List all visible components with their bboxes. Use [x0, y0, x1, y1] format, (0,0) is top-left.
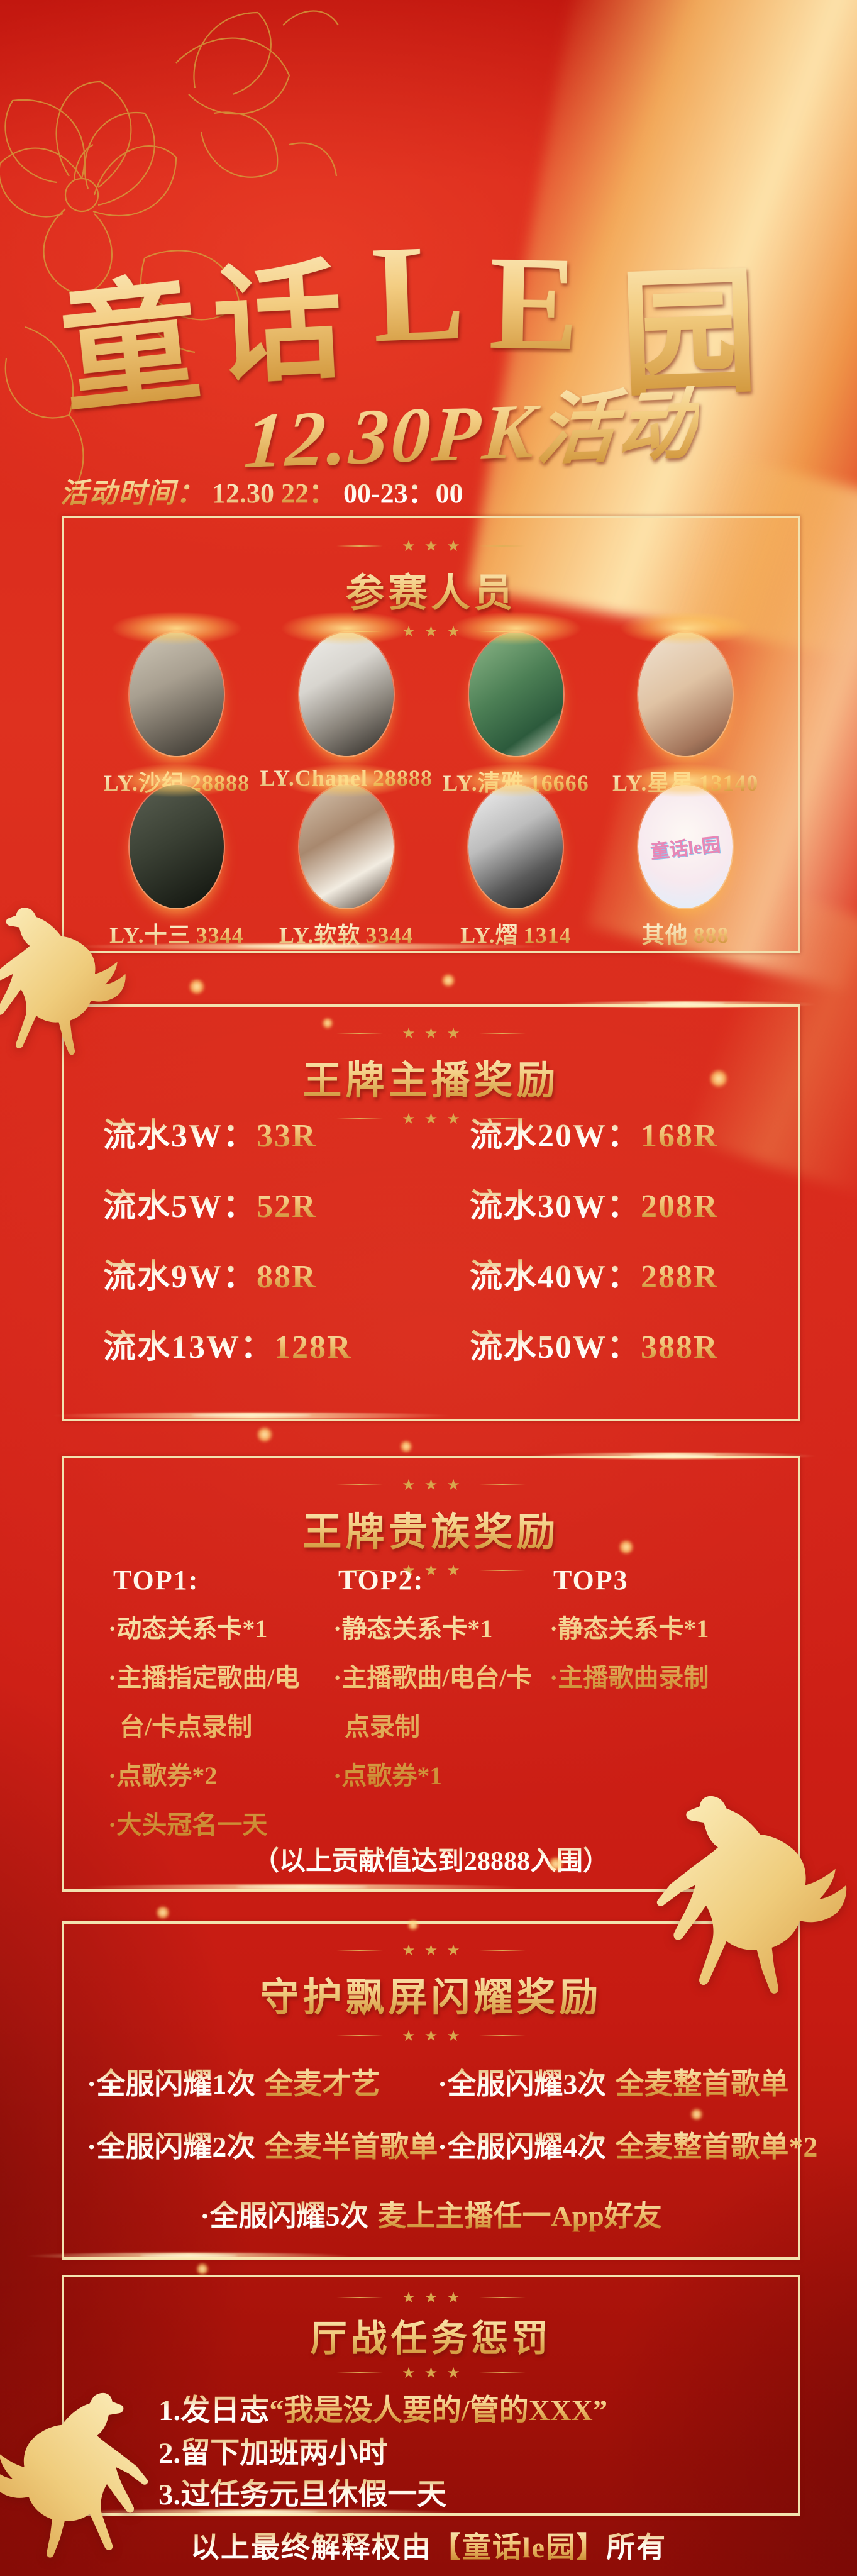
star-divider: ★★★: [336, 2364, 526, 2382]
star-divider: ★★★: [336, 2289, 526, 2306]
avatar-glow: [280, 763, 412, 797]
reward-row: 流水13W：128R: [103, 1330, 352, 1365]
participants-section: ★★★ 参赛人员 ★★★ LY.沙纪28888 LY.Chanel28888 L…: [62, 516, 800, 953]
star-divider: ★★★: [336, 1562, 526, 1579]
schedule-time-range: 00-23：00: [343, 478, 463, 509]
participant-avatar: [299, 633, 394, 756]
sparkle: [322, 1018, 333, 1029]
main-title-char: E: [488, 226, 580, 382]
light-flare: [528, 1453, 817, 1459]
participant-card: LY.熠 1314: [431, 763, 601, 950]
top3-header: TOP3: [553, 1565, 629, 1596]
gold-horse-icon: [0, 2392, 148, 2558]
light-flare: [50, 1413, 453, 1419]
reward-row: 流水30W：208R: [470, 1189, 719, 1224]
participant-avatar: [468, 633, 563, 756]
section-title-streamer-rewards: 王牌主播奖励: [302, 1048, 559, 1105]
avatar-glow: [619, 763, 752, 797]
footer-disclaimer: 以上最终解释权由【童话le园】所有: [190, 2531, 667, 2563]
punishment-item: 1.发日志“我是没人要的/管的XXX”: [158, 2394, 608, 2427]
main-title-char: L: [370, 213, 467, 375]
reward-row: 流水3W：33R: [103, 1118, 317, 1154]
reward-row: 流水40W：288R: [470, 1259, 719, 1295]
reward-row: 流水20W：168R: [470, 1118, 719, 1154]
participant-avatar: [299, 785, 394, 908]
avatar-glow: [110, 611, 243, 645]
sparkle: [400, 1440, 412, 1453]
avatar-glow: [450, 763, 582, 797]
shine-reward-item: ·全服闪耀1次 全麦才艺: [87, 2068, 380, 2100]
star-divider: ★★★: [336, 1110, 526, 1128]
reward-row: 流水9W：88R: [103, 1259, 317, 1295]
shine-reward-item: ·全服闪耀5次 麦上主播任一App好友: [200, 2200, 662, 2232]
sparkle: [690, 2108, 703, 2121]
reward-row: 流水5W：52R: [103, 1189, 317, 1224]
punishment-item: 2.留下加班两小时: [158, 2437, 388, 2470]
schedule-hour: 22：: [281, 478, 336, 509]
peony-flower-line-art: [0, 10, 339, 497]
sparkle: [548, 1857, 563, 1872]
participant-avatar: [638, 633, 733, 756]
section-title-noble-rewards: 王牌贵族奖励: [302, 1500, 559, 1557]
shine-reward-item: ·全服闪耀4次 全麦整首歌单*2: [438, 2131, 818, 2163]
star-divider: ★★★: [336, 1941, 526, 1959]
light-flare: [69, 943, 547, 950]
main-title-char: 童: [50, 227, 207, 439]
light-flare: [25, 2253, 352, 2259]
schedule-label: 活动时间：: [60, 478, 205, 509]
star-divider: ★★★: [336, 1476, 526, 1494]
light-flare: [82, 1884, 522, 1890]
section-title-participants: 参赛人员: [345, 561, 516, 618]
avatar-glow: [450, 611, 582, 645]
avatar-glow: [619, 611, 752, 645]
sparkle: [407, 1919, 419, 1931]
shine-rewards-section: ★★★ 守护飘屏闪耀奖励 ★★★ ·全服闪耀1次 全麦才艺 ·全服闪耀3次 全麦整首…: [62, 1921, 817, 2260]
avatar-glow: [110, 763, 243, 797]
hall-logo-avatar: 童话le园: [638, 785, 733, 908]
top3-reward-list: ·静态关系卡*1 ·主播歌曲录制: [550, 1604, 709, 1702]
star-divider: ★★★: [336, 2027, 526, 2045]
schedule-date: 12.30: [212, 478, 281, 509]
light-flare: [57, 2509, 459, 2516]
sparkle: [441, 974, 455, 987]
section-title-shine-rewards: 守护飘屏闪耀奖励: [260, 1965, 602, 2022]
sparkle: [709, 1069, 728, 1088]
participant-avatar: [468, 785, 563, 908]
punishment-section: ★★★ 厅战任务惩罚 ★★★ 1.发日志“我是没人要的/管的XXX” 2.留下加…: [62, 2275, 800, 2516]
top1-header: TOP1:: [113, 1565, 199, 1596]
gold-horse-icon: [0, 908, 126, 1055]
reward-row: 流水50W：388R: [470, 1330, 719, 1365]
participant-card: 童话le园 其他 888: [600, 763, 770, 950]
top1-reward-list: ·动态关系卡*1 ·主播指定歌曲/电 台/卡点录制 ·点歌券*2 ·大头冠名一天: [108, 1604, 299, 1850]
sparkle: [196, 2263, 209, 2275]
participant-avatar: [129, 785, 224, 908]
shine-reward-item: ·全服闪耀2次 全麦半首歌单: [87, 2131, 438, 2163]
sparkle: [189, 979, 205, 995]
punishment-item: 3.过任务元旦休假一天: [158, 2479, 447, 2511]
sparkle: [156, 1906, 170, 1919]
top2-header: TOP2:: [338, 1565, 424, 1596]
star-divider: ★★★: [336, 537, 526, 555]
event-schedule: 活动时间： 12.30 22： 00-23：00: [60, 470, 463, 511]
participant-card: LY.软软 3344: [262, 763, 431, 950]
sparkle: [257, 1426, 273, 1443]
participant-name: 其他 888: [641, 923, 729, 948]
light-flare: [553, 1001, 817, 1008]
hall-logo-text: 童话le园: [650, 835, 722, 863]
gold-horse-icon: [656, 1796, 847, 1994]
participant-avatar: [129, 633, 224, 756]
shine-reward-item: ·全服闪耀3次 全麦整首歌单: [438, 2068, 789, 2100]
top2-reward-list: ·静态关系卡*1 ·主播歌曲/电台/卡 点录制 ·点歌券*1: [333, 1604, 532, 1801]
section-title-punishment: 厅战任务惩罚: [310, 2309, 551, 2362]
avatar-glow: [280, 611, 412, 645]
streamer-rewards-section: ★★★ 王牌主播奖励 ★★★ 流水3W：33R 流水20W：168R 流水5W：…: [62, 1004, 800, 1421]
sparkle: [619, 1540, 634, 1555]
star-divider: ★★★: [336, 1024, 526, 1042]
